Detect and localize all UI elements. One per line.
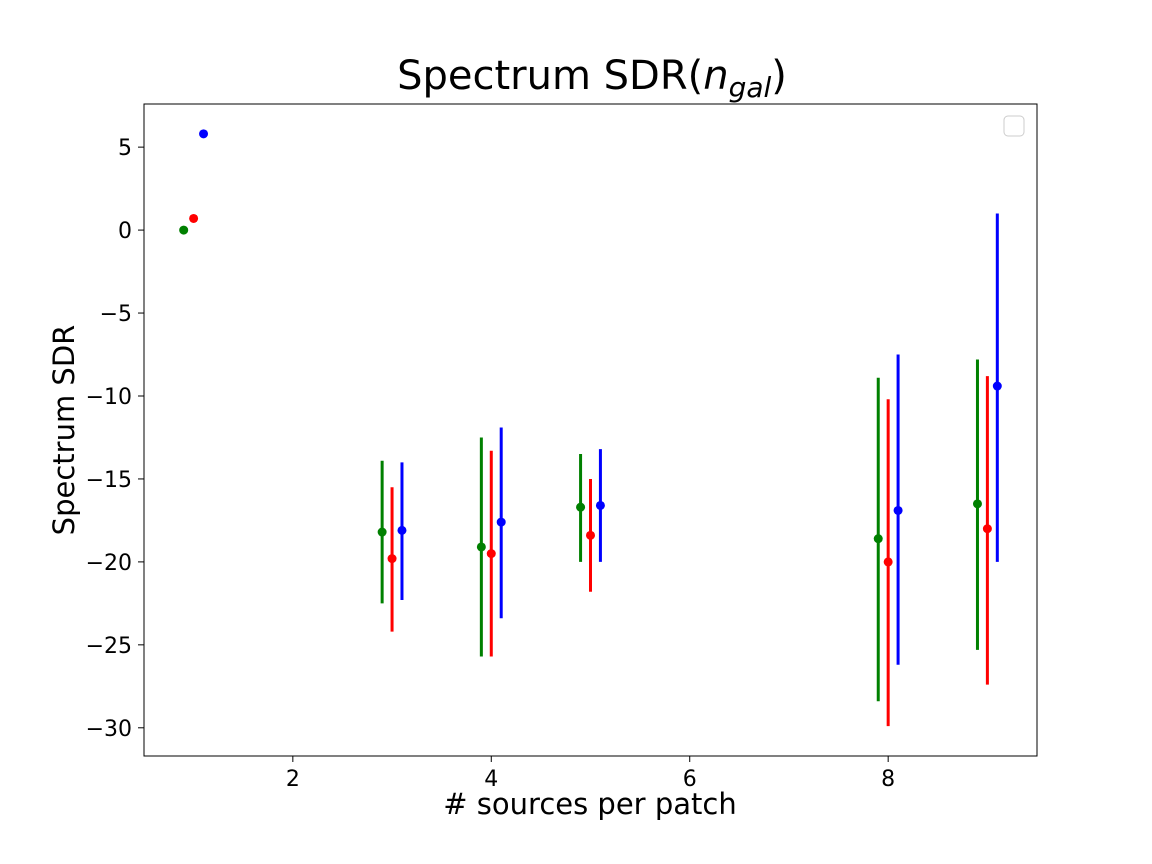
- data-point: [893, 505, 903, 515]
- x-axis-label: # sources per patch: [443, 787, 736, 821]
- data-point: [873, 534, 883, 544]
- data-point: [377, 527, 387, 537]
- x-tick-label: 6: [683, 767, 697, 792]
- x-tick-label: 4: [484, 767, 498, 792]
- y-axis-label: Spectrum SDR: [47, 325, 81, 536]
- data-point: [496, 517, 506, 527]
- data-point: [189, 213, 199, 223]
- legend-box: [1003, 115, 1025, 137]
- data-point: [595, 500, 605, 510]
- data-layer: [179, 129, 1002, 727]
- y-tick-label: 5: [118, 136, 132, 161]
- y-tick-label: −30: [86, 717, 132, 742]
- data-point: [883, 557, 893, 567]
- data-point: [586, 530, 595, 540]
- y-tick-label: −20: [86, 551, 132, 576]
- data-point: [476, 542, 486, 552]
- chart-title: Spectrum SDR(ngal): [397, 53, 787, 104]
- data-point: [576, 502, 586, 512]
- data-point: [199, 129, 209, 139]
- data-point: [397, 525, 407, 535]
- data-point: [972, 499, 982, 509]
- y-tick-label: −15: [86, 468, 132, 493]
- y-tick-label: −10: [86, 385, 132, 410]
- data-point: [179, 225, 189, 235]
- axes-frame: [143, 103, 1038, 757]
- x-tick-label: 2: [286, 767, 300, 792]
- data-point: [486, 549, 496, 559]
- x-tick-label: 8: [881, 767, 895, 792]
- data-point: [387, 554, 397, 564]
- y-tick-label: 0: [118, 219, 132, 244]
- y-axis-ticks: 5 0 −5 −10 −15 −20 −25 −30: [86, 136, 144, 742]
- x-axis-ticks: 2 4 6 8: [286, 756, 895, 792]
- y-tick-label: −25: [86, 634, 132, 659]
- data-point: [992, 381, 1002, 391]
- y-tick-label: −5: [100, 302, 132, 327]
- data-point: [982, 524, 992, 534]
